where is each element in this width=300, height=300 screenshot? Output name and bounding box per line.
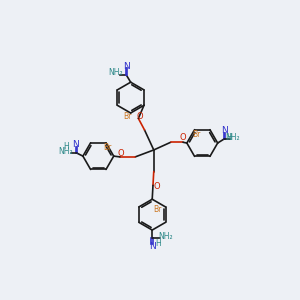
Text: H: H (63, 142, 69, 152)
Text: Br: Br (154, 205, 162, 214)
Text: H: H (226, 133, 232, 142)
Text: NH₂: NH₂ (158, 232, 172, 241)
Text: N: N (221, 126, 228, 135)
Text: O: O (136, 112, 143, 121)
Text: NH₂: NH₂ (59, 147, 73, 156)
Text: Br: Br (123, 112, 132, 121)
Text: NH₂: NH₂ (109, 68, 123, 77)
Text: H: H (155, 239, 161, 248)
Text: N: N (149, 242, 156, 251)
Text: N: N (73, 140, 80, 149)
Text: Br: Br (192, 130, 200, 139)
Text: N: N (123, 61, 130, 70)
Text: NH₂: NH₂ (226, 133, 240, 142)
Text: O: O (117, 148, 124, 158)
Text: Br: Br (103, 143, 112, 152)
Text: O: O (180, 133, 186, 142)
Text: O: O (154, 182, 160, 191)
